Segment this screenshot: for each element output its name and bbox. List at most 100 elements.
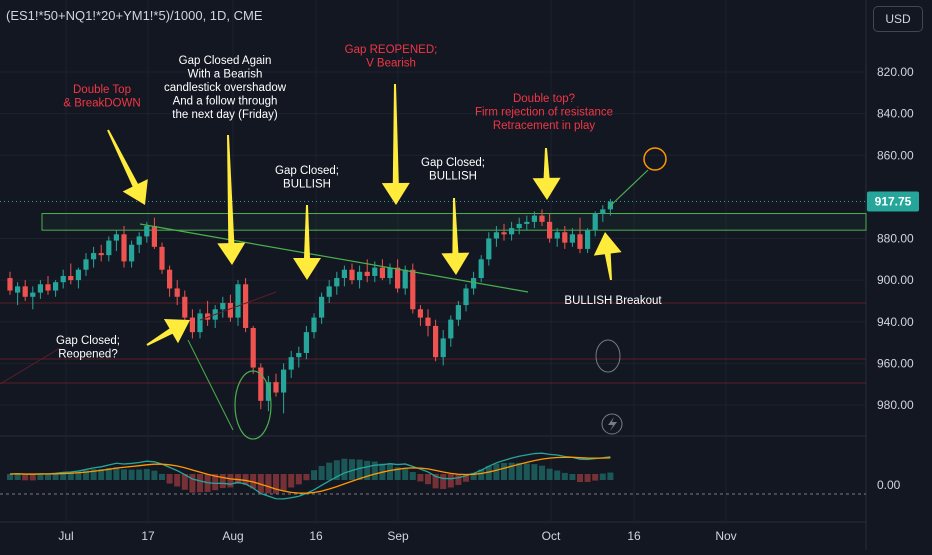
lightning-icon <box>608 417 617 431</box>
time-tick-label: 17 <box>141 529 155 543</box>
macd-histogram-bar <box>387 464 393 480</box>
annotation-arrow <box>593 232 622 281</box>
last-price-label: 917.75 <box>875 195 912 209</box>
macd-histogram-bar <box>250 474 257 489</box>
candle-body <box>364 271 370 276</box>
candle-body <box>113 234 119 241</box>
candle-body <box>486 238 492 260</box>
annotation-double-top-question: Double top? Firm rejection of resistance R… <box>475 93 613 132</box>
candle-body <box>547 221 553 239</box>
candle-body <box>395 267 401 289</box>
candle-body <box>425 317 431 326</box>
macd-histogram-bar <box>14 473 21 480</box>
candle-body <box>167 269 173 289</box>
candle-body <box>197 313 203 333</box>
macd-histogram-bar <box>333 460 340 480</box>
macd-histogram-bar <box>22 474 29 481</box>
candle-body <box>592 213 598 231</box>
macd-histogram-bar <box>121 469 127 480</box>
macd-histogram-bar <box>311 470 317 480</box>
macd-histogram-bar <box>607 472 614 480</box>
time-tick-label: Jul <box>58 529 73 543</box>
candle-body <box>569 234 575 243</box>
signal-line <box>9 456 611 494</box>
macd-histogram-bar <box>561 472 568 480</box>
macd-histogram-bar <box>508 462 515 480</box>
drawing-layer <box>0 147 667 440</box>
candle-body <box>524 221 530 224</box>
macd-histogram-bar <box>159 473 165 480</box>
symbol-title[interactable]: (ES1!*50+NQ1!*20+YM1!*5)/1000, 1D, CME <box>6 8 263 23</box>
macd-line <box>9 452 611 500</box>
candle-body <box>136 236 142 245</box>
macd-histogram-bar <box>516 462 523 480</box>
macd-histogram-bar <box>463 474 469 482</box>
macd-histogram-bar <box>478 469 485 480</box>
price-tick-label: 840.00 <box>877 107 914 121</box>
axis-layer: 980.00 960.00 940.00 900.00 880.00 860.00 840.… <box>58 65 919 543</box>
candle-body <box>326 286 332 297</box>
last-price-badge <box>867 191 919 212</box>
red-trendline <box>0 347 61 385</box>
candle-body <box>83 259 89 270</box>
candle-body <box>585 230 591 249</box>
annotation-arrow <box>381 84 410 205</box>
macd-histogram-bar <box>166 474 173 484</box>
time-tick-label: Oct <box>542 529 561 543</box>
macd-histogram-bar <box>554 470 561 480</box>
price-tick-label: 860.00 <box>877 148 914 162</box>
currency-button[interactable]: USD <box>873 6 923 32</box>
macd-histogram-bar <box>37 473 44 480</box>
macd-histogram-bar <box>189 474 196 493</box>
macd-histogram-bar <box>546 468 553 480</box>
candle-body <box>250 327 256 368</box>
macd-histogram-bar <box>417 474 424 482</box>
macd-histogram-bar <box>7 474 13 480</box>
candle-body <box>68 275 74 281</box>
candle-body <box>281 369 287 393</box>
candle-body <box>144 226 150 237</box>
time-tick-label: Nov <box>715 529 736 543</box>
macd-histogram-bar <box>485 465 492 480</box>
candle-body <box>205 313 211 320</box>
time-tick-label: 16 <box>627 529 641 543</box>
annotation-double-top-breakdown: Double Top & BreakDOWN <box>63 84 140 110</box>
macd-histogram-bar <box>356 459 363 480</box>
macd-histogram-bar <box>98 469 105 480</box>
indicator-zero-label: 0.00 <box>877 478 901 492</box>
macd-histogram-bar <box>493 463 500 480</box>
candle-body <box>509 228 515 235</box>
macd-histogram-bar <box>341 458 348 480</box>
macd-histogram-bar <box>83 470 89 480</box>
candle-body <box>357 271 363 281</box>
candle-body <box>311 317 317 333</box>
candle-layer <box>7 198 613 414</box>
macd-histogram-bar <box>523 463 530 480</box>
candle-body <box>448 319 454 339</box>
annotation-arrow <box>293 205 321 280</box>
grey-ellipse <box>595 339 621 373</box>
macd-histogram-bar <box>90 469 97 480</box>
macd-histogram-bar <box>265 474 272 494</box>
candle-body <box>75 269 81 281</box>
candle-body <box>243 284 249 328</box>
red-trendline <box>199 291 277 321</box>
price-tick-label: 820.00 <box>877 65 914 79</box>
candle-body <box>501 232 507 235</box>
macd-histogram-bar <box>326 462 333 480</box>
candle-body <box>106 240 112 256</box>
candle-body <box>433 325 439 358</box>
candle-body <box>440 338 446 358</box>
candle-body <box>189 317 195 333</box>
macd-histogram-bar <box>174 474 181 487</box>
macd-histogram-bar <box>577 474 583 483</box>
candle-body <box>539 215 545 222</box>
macd-histogram-bar <box>257 474 264 493</box>
candle-body <box>319 296 325 318</box>
macd-histogram-bar <box>60 472 67 480</box>
candle-body <box>220 303 226 310</box>
price-tick-label: 960.00 <box>877 356 914 370</box>
macd-histogram-bar <box>531 464 538 480</box>
